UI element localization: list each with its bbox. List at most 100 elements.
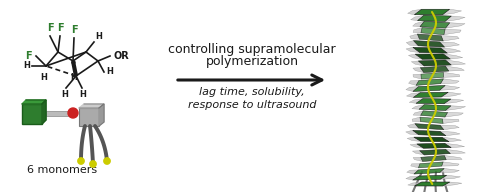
Polygon shape [408, 54, 422, 59]
Circle shape [90, 161, 96, 167]
Polygon shape [414, 9, 450, 15]
Polygon shape [408, 80, 419, 85]
Polygon shape [408, 124, 418, 128]
Circle shape [78, 157, 84, 165]
Polygon shape [414, 182, 450, 186]
Text: H: H [95, 32, 102, 41]
Text: H: H [80, 90, 86, 99]
Polygon shape [410, 144, 424, 148]
Polygon shape [412, 61, 424, 66]
Text: H: H [23, 61, 30, 70]
Polygon shape [99, 104, 104, 126]
Polygon shape [440, 48, 460, 53]
Polygon shape [444, 156, 462, 160]
Text: lag time, solubility,: lag time, solubility, [199, 87, 305, 97]
Polygon shape [418, 60, 452, 66]
Polygon shape [440, 175, 460, 179]
Text: H: H [62, 90, 68, 99]
Polygon shape [414, 41, 444, 47]
Polygon shape [42, 100, 46, 124]
Polygon shape [410, 164, 420, 168]
Polygon shape [421, 72, 444, 79]
Polygon shape [413, 47, 448, 53]
Polygon shape [413, 85, 445, 91]
Text: controlling supramolecular: controlling supramolecular [168, 42, 336, 55]
Polygon shape [406, 93, 420, 97]
Polygon shape [79, 104, 104, 108]
Text: F: F [26, 51, 32, 61]
Polygon shape [415, 54, 450, 59]
Text: 6 monomers: 6 monomers [27, 165, 97, 175]
Text: F: F [70, 25, 78, 35]
Circle shape [68, 108, 78, 118]
Polygon shape [406, 47, 419, 52]
Polygon shape [444, 99, 464, 104]
Polygon shape [417, 143, 451, 148]
Polygon shape [442, 137, 462, 142]
Polygon shape [440, 169, 460, 173]
Polygon shape [443, 54, 463, 59]
Circle shape [104, 157, 110, 165]
Polygon shape [22, 100, 46, 104]
Polygon shape [445, 113, 464, 117]
Text: H: H [40, 74, 47, 83]
Polygon shape [441, 36, 459, 41]
Polygon shape [418, 15, 452, 22]
Polygon shape [420, 111, 448, 117]
Polygon shape [419, 105, 451, 110]
Polygon shape [420, 117, 443, 123]
Polygon shape [413, 74, 422, 79]
Polygon shape [440, 85, 460, 90]
FancyBboxPatch shape [46, 111, 68, 116]
Polygon shape [442, 162, 459, 166]
Polygon shape [413, 157, 422, 161]
Text: H: H [106, 68, 113, 76]
Polygon shape [442, 119, 459, 123]
Polygon shape [442, 9, 462, 15]
Polygon shape [416, 79, 444, 85]
Text: F: F [46, 23, 54, 33]
FancyBboxPatch shape [22, 104, 42, 124]
Polygon shape [408, 9, 422, 15]
Polygon shape [406, 176, 419, 180]
Polygon shape [409, 99, 423, 103]
Text: F: F [56, 23, 64, 33]
Text: OR: OR [114, 51, 130, 61]
Polygon shape [446, 66, 464, 71]
Polygon shape [414, 92, 448, 97]
Polygon shape [442, 182, 462, 186]
Text: polymerization: polymerization [206, 55, 298, 69]
Text: response to ultrasound: response to ultrasound [188, 100, 316, 110]
Polygon shape [420, 66, 449, 73]
Polygon shape [440, 131, 460, 136]
Polygon shape [416, 99, 451, 104]
Polygon shape [445, 16, 465, 22]
Polygon shape [440, 42, 460, 47]
Polygon shape [446, 149, 466, 154]
Polygon shape [413, 28, 422, 33]
Polygon shape [414, 169, 444, 174]
Polygon shape [446, 106, 466, 110]
Text: H: H [70, 73, 78, 82]
Polygon shape [421, 28, 445, 35]
Polygon shape [408, 182, 422, 186]
Polygon shape [412, 151, 424, 155]
Polygon shape [443, 72, 460, 77]
Polygon shape [406, 41, 418, 46]
Polygon shape [420, 21, 450, 28]
Polygon shape [407, 137, 421, 142]
Polygon shape [412, 175, 446, 180]
Polygon shape [410, 34, 420, 39]
Polygon shape [412, 21, 424, 27]
Polygon shape [406, 87, 418, 91]
Polygon shape [413, 68, 424, 73]
Polygon shape [415, 124, 444, 130]
Polygon shape [446, 23, 465, 28]
Polygon shape [410, 15, 424, 21]
Polygon shape [440, 125, 459, 130]
Polygon shape [441, 92, 461, 97]
Polygon shape [412, 105, 424, 109]
Polygon shape [444, 143, 464, 148]
FancyBboxPatch shape [79, 108, 99, 126]
Polygon shape [440, 79, 459, 84]
